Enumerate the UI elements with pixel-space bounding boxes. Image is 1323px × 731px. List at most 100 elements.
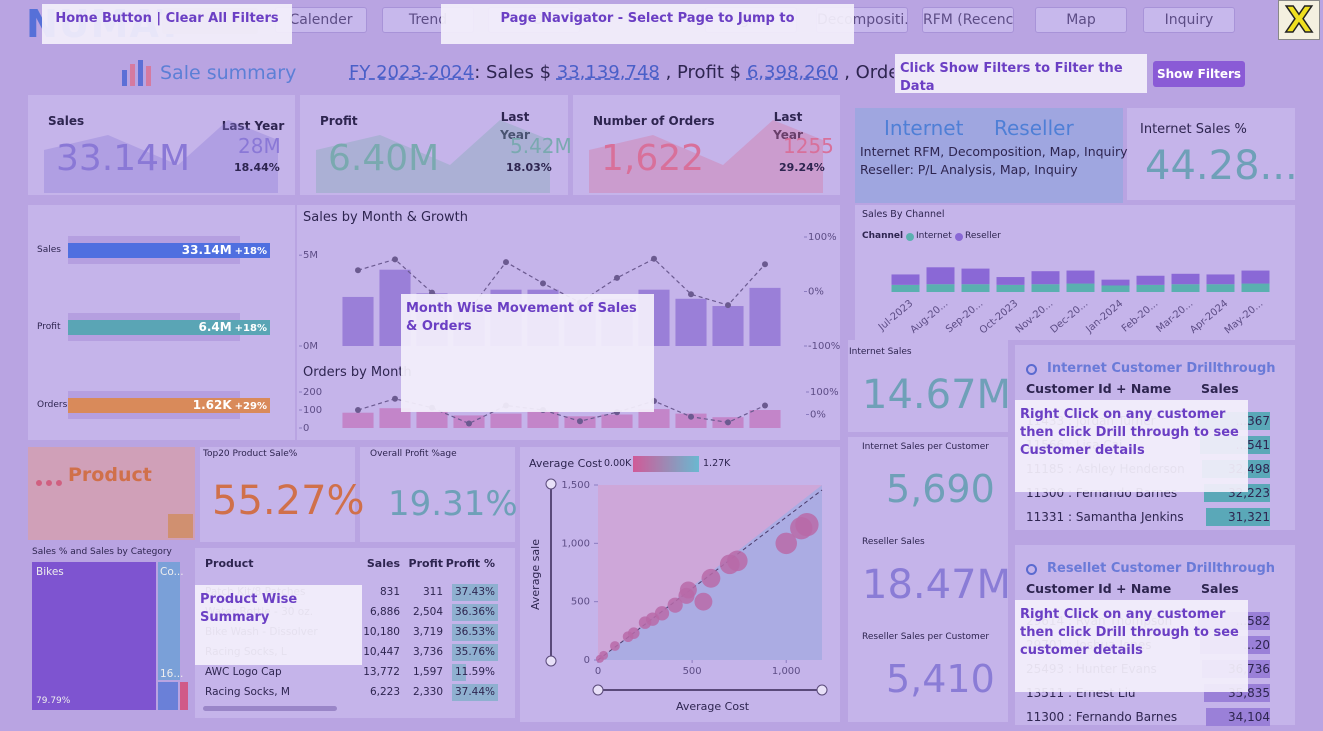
- bar-segment: [1066, 270, 1095, 284]
- column-header: Profit %: [445, 557, 495, 570]
- x-tick-label: 1,000: [772, 666, 801, 677]
- bullet-bar: 1.62K +29%: [68, 398, 270, 413]
- product-title: Product: [68, 464, 152, 486]
- bar-segment: [961, 268, 990, 285]
- point: [599, 650, 609, 660]
- icon-bar: [122, 70, 127, 86]
- legend-gradient: [633, 456, 699, 472]
- show-filters-button[interactable]: Show Filters: [1153, 61, 1245, 87]
- panel: [848, 532, 1008, 627]
- legend-title: Channel: [862, 231, 904, 241]
- column-header: Profit: [408, 557, 443, 570]
- bar-segment: [1101, 285, 1130, 292]
- share-value: 44.28...: [1145, 143, 1298, 189]
- card-label: Reseller Sales per Customer: [862, 632, 990, 642]
- table-cell: 36.36%: [454, 606, 495, 618]
- kpi-label: Number of Orders: [593, 114, 715, 128]
- table-cell: 11331 : Samantha Jenkins: [1026, 510, 1184, 524]
- close-button[interactable]: X: [1278, 0, 1320, 41]
- bar-segment: [891, 274, 920, 285]
- table-cell: 3,719: [412, 626, 443, 638]
- drill-title: Resellet Customer Drillthrough: [1047, 561, 1276, 576]
- tile-label: Co...: [160, 566, 184, 578]
- summary-line: FY 2023-2024: Sales $ 33,139,748 , Profi…: [349, 62, 894, 83]
- y-tick-label: 100: [303, 405, 322, 416]
- help-tip: Home Button | Clear All Filters: [42, 4, 292, 44]
- growth-point: [725, 419, 731, 426]
- help-tip: Product Wise Summary: [195, 585, 362, 665]
- kpi-ly-label: Last Year: [221, 119, 285, 133]
- kpi-ly-label: Last Year: [773, 110, 803, 142]
- bar: [749, 287, 781, 346]
- card-label: Internet Sales: [849, 347, 912, 357]
- profit-value: 19.31%: [388, 484, 518, 524]
- y-tick-label: 1,000: [561, 538, 590, 549]
- nav-button[interactable]: Inquiry: [1143, 7, 1235, 33]
- column-header: Sales: [366, 557, 400, 570]
- growth-point: [688, 413, 694, 420]
- bar-segment: [1136, 275, 1165, 285]
- table-cell: 36.53%: [454, 626, 495, 638]
- growth-point: [577, 418, 583, 425]
- nav-button[interactable]: Map: [1035, 7, 1127, 33]
- card-label: Reseller Sales: [862, 537, 925, 547]
- x-tick-label: Nov-20...: [1014, 298, 1056, 335]
- chart-title: Sales by Month & Growth: [303, 210, 469, 225]
- y2-tick-label: 100%: [810, 387, 839, 398]
- treemap-title: Sales % and Sales by Category: [32, 547, 172, 557]
- bullet-change: +18%: [234, 323, 267, 334]
- table-cell: 2,504: [412, 606, 443, 618]
- bar-segment: [1206, 284, 1235, 292]
- y-tick-label: 0M: [303, 341, 318, 352]
- bullet-bar: 33.14M +18%: [68, 243, 270, 258]
- legend-marker: [955, 233, 963, 241]
- x-tick-label: 500: [683, 666, 702, 677]
- kpi-change: 18.44%: [234, 161, 280, 174]
- summary-part: 6,398,260: [746, 62, 839, 83]
- bar-segment: [1101, 279, 1130, 286]
- slider-handle: [592, 684, 604, 696]
- bullet-value: 1.62K: [192, 398, 232, 412]
- table-cell: 1,597: [412, 666, 443, 678]
- nav-button[interactable]: RFM (Recenc...: [922, 7, 1014, 33]
- tile-label: 16...: [160, 668, 184, 680]
- table-cell: 3,736: [412, 646, 443, 658]
- panel: [848, 340, 1008, 432]
- table-cell: 34,104: [1228, 710, 1270, 724]
- product-card: [28, 447, 195, 540]
- legend-min: 0.00K: [604, 458, 632, 469]
- cell-bar: [1206, 508, 1270, 526]
- summary-part: : Sales $: [474, 62, 557, 83]
- bar-segment: [996, 284, 1025, 292]
- kpi-label: Profit: [320, 114, 358, 128]
- bar-segment: [1136, 284, 1165, 292]
- kpi-area: [589, 120, 823, 193]
- x-tick-label: May-20...: [1223, 298, 1266, 336]
- tile-label: Bikes: [36, 566, 64, 578]
- column-header: Product: [205, 557, 254, 570]
- bar-segment: [1031, 284, 1060, 292]
- growth-point: [651, 255, 657, 262]
- cell-bar: [452, 644, 498, 661]
- growth-point: [355, 407, 361, 413]
- bar: [379, 408, 411, 428]
- product-button[interactable]: [168, 514, 193, 538]
- kpi-last-year: 5.42M: [510, 134, 572, 158]
- growth-point: [614, 274, 620, 281]
- bar-segment: [1241, 283, 1270, 292]
- bar-segment: [891, 284, 920, 292]
- help-tip: Month Wise Movement of Sales & Orders: [401, 294, 654, 412]
- icon-bar: [138, 60, 143, 86]
- point: [627, 627, 640, 639]
- bar-segment: [1066, 283, 1095, 292]
- card-value: 5,410: [886, 657, 995, 701]
- help-tip: Right Click on any customer then click D…: [1015, 400, 1248, 492]
- kpi-last-year: 28M: [238, 134, 281, 158]
- column-header: Sales: [1201, 381, 1239, 396]
- bar-segment: [926, 284, 955, 292]
- icon-bar: [146, 66, 151, 86]
- card-value: 14.67M: [862, 372, 1012, 418]
- bar: [342, 296, 374, 346]
- growth-point: [392, 395, 398, 402]
